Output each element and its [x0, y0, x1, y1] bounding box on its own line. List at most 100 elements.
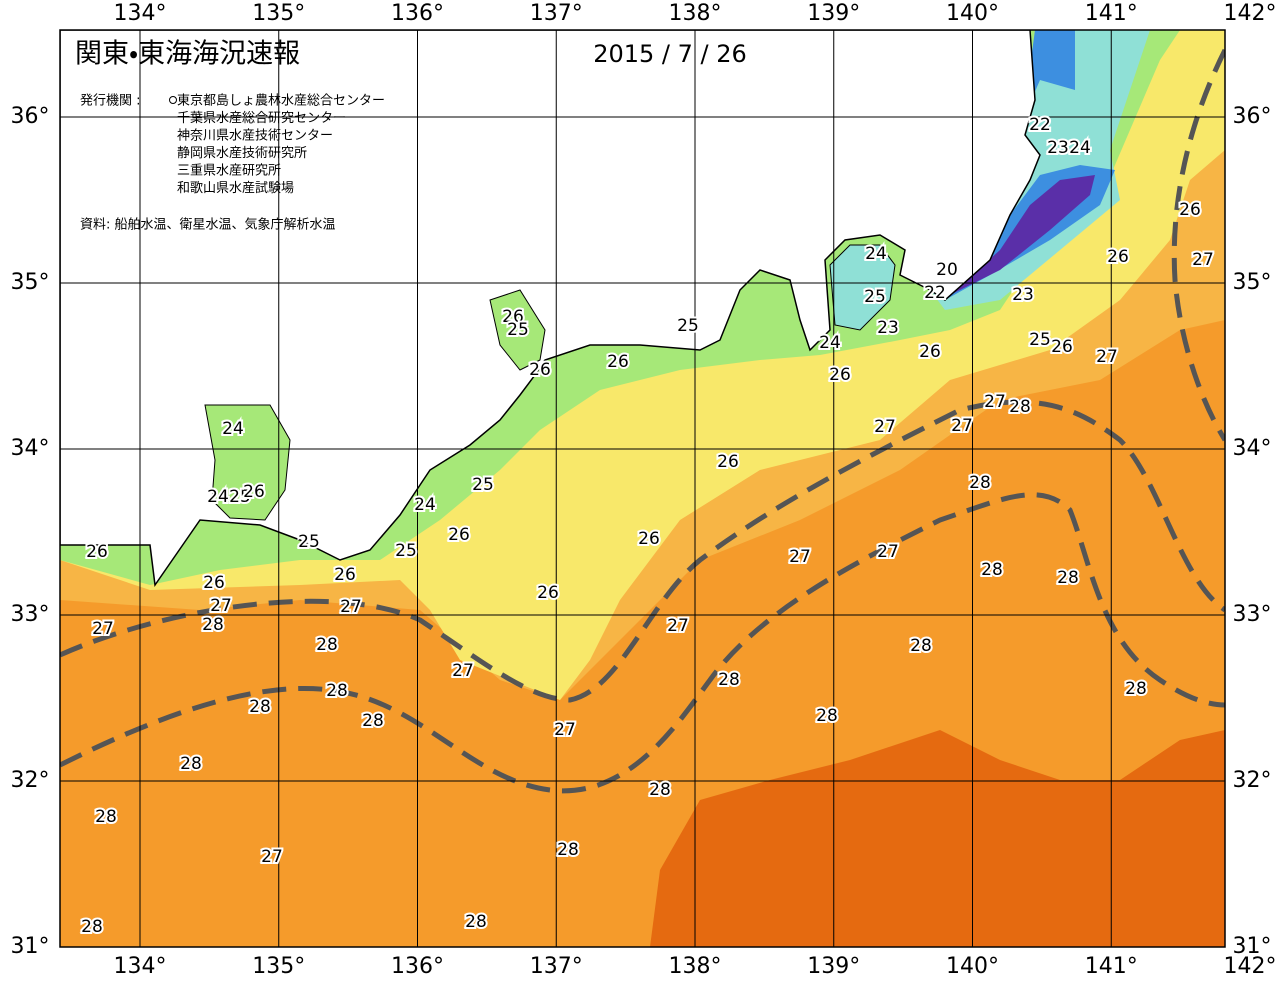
- contour-label: 25: [677, 316, 699, 336]
- data-source: 資料: 船舶水温、衛星水温、気象庁解析水温: [80, 217, 336, 233]
- issuer-marker: [169, 96, 177, 104]
- map-frame: [59, 29, 1226, 948]
- contour-label: 28: [316, 635, 338, 655]
- contour-label: 28: [557, 840, 579, 860]
- latitude-label: 31°: [11, 934, 50, 959]
- contour-label: 28: [981, 560, 1003, 580]
- contour-label: 27: [789, 547, 811, 567]
- contour-label: 24: [414, 495, 436, 515]
- latitude-label: 34°: [1233, 436, 1272, 461]
- sea-cyan: [930, 30, 1150, 310]
- longitude-label: 136°: [391, 954, 444, 979]
- issuer: 和歌山県水産試験場: [177, 181, 294, 196]
- contour-label: 23: [1012, 285, 1034, 305]
- contour-label: 25: [298, 532, 320, 552]
- contour-label: 26: [919, 342, 941, 362]
- land: [60, 30, 1041, 588]
- longitude-label: 139°: [807, 1, 860, 26]
- contour-label: 25: [1029, 330, 1051, 350]
- contour-label: 26: [1179, 200, 1201, 220]
- contour-label: 26: [717, 452, 739, 472]
- contour-label: 26: [334, 565, 356, 585]
- contour-label: 25: [507, 320, 529, 340]
- contour-label: 24: [865, 244, 887, 264]
- contour-label: 26: [829, 365, 851, 385]
- latitude-label: 33°: [11, 602, 50, 627]
- sea-warmest: [650, 730, 1225, 947]
- map-date: 2015 / 7 / 26: [593, 40, 747, 68]
- contour-label: 28: [465, 912, 487, 932]
- contour-label: 28: [81, 917, 103, 937]
- contour-label: 27: [261, 847, 283, 867]
- contour-label: 27: [951, 416, 973, 436]
- contour-label: 22: [924, 283, 946, 303]
- contour-label: 26: [448, 525, 470, 545]
- contour-label: 25: [395, 541, 417, 561]
- contour-label: 24: [207, 487, 229, 507]
- current-axis: [60, 399, 1225, 703]
- contour-label: 23: [877, 318, 899, 338]
- longitude-label: 137°: [530, 954, 583, 979]
- latitude-label: 32°: [1233, 768, 1272, 793]
- contour-label: 28: [249, 697, 271, 717]
- contour-label: 27: [92, 619, 114, 639]
- issuer: 東京都島しょ農林水産総合センター: [177, 93, 385, 109]
- sea-purple: [950, 175, 1095, 295]
- contour-label: 26: [86, 542, 108, 562]
- contour-label: 27: [452, 661, 474, 681]
- longitude-label: 141°: [1085, 954, 1138, 979]
- contour-label: 28: [326, 681, 348, 701]
- longitude-label: 140°: [946, 1, 999, 26]
- contour-label: 28: [362, 711, 384, 731]
- longitude-label: 141°: [1085, 1, 1138, 26]
- issuer: 神奈川県水産技術センター: [177, 128, 333, 144]
- map-title: 関東・東海海況速報: [75, 39, 300, 70]
- labels: 134° 134° 135° 135° 136° 136° 137° 137° 138° 138°…: [11, 1, 1277, 979]
- latitude-label: 33°: [1233, 602, 1272, 627]
- osaka-bay: [204, 404, 291, 521]
- longitude-label: 138°: [669, 1, 722, 26]
- contour-label: 28: [969, 473, 991, 493]
- longitude-label: 142°: [1224, 954, 1277, 979]
- contour-label: 27: [877, 542, 899, 562]
- contour-label: 27: [874, 417, 896, 437]
- issuer: 三重県水産研究所: [177, 163, 281, 179]
- contour-label: 27: [1096, 347, 1118, 367]
- contour-label: 26: [537, 583, 559, 603]
- current-axis: [1171, 48, 1225, 442]
- longitude-label: 142°: [1224, 1, 1277, 26]
- contour-label: 26: [638, 529, 660, 549]
- issuer-label: 発行機関 :: [80, 94, 141, 109]
- contour-label: 28: [1057, 568, 1079, 588]
- contour-label: 25: [864, 287, 886, 307]
- longitude-label: 135°: [252, 954, 305, 979]
- longitude-label: 136°: [391, 1, 444, 26]
- contour-label: 28: [718, 670, 740, 690]
- longitude-label: 138°: [669, 954, 722, 979]
- latitude-label: 35°: [11, 270, 50, 295]
- contour-label: 27: [667, 616, 689, 636]
- contour-label: 27: [554, 720, 576, 740]
- contour-label: 24: [819, 333, 841, 353]
- contour-label: 28: [1125, 679, 1147, 699]
- contour-label: 22: [1029, 115, 1051, 135]
- contour-label: 26: [1107, 247, 1129, 267]
- contour-label: 20: [936, 260, 958, 280]
- contour-label: 28: [1009, 397, 1031, 417]
- contour-label: 26: [1051, 337, 1073, 357]
- contour-label: 28: [816, 706, 838, 726]
- latitude-label: 34°: [11, 436, 50, 461]
- issuer: 千葉県水産総合研究センター: [177, 110, 346, 126]
- contour-label: 28: [202, 615, 224, 635]
- contour-label: 27: [984, 392, 1006, 412]
- current-axis: [60, 492, 1225, 794]
- contour-label: 28: [180, 754, 202, 774]
- latitude-label: 32°: [11, 768, 50, 793]
- longitude-label: 135°: [252, 1, 305, 26]
- contour-label: 26: [203, 573, 225, 593]
- contour-label: 26: [243, 482, 265, 502]
- contour-label: 28: [95, 807, 117, 827]
- latitude-label: 35°: [1233, 270, 1272, 295]
- issuer: 静岡県水産技術研究所: [177, 145, 307, 161]
